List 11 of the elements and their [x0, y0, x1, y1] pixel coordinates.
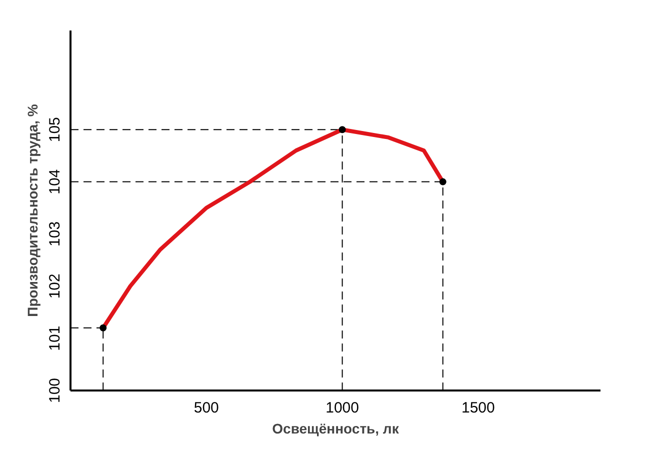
y-tick-label: 100 — [46, 378, 64, 404]
y-tick-label: 101 — [46, 326, 64, 351]
y-tick-label: 103 — [46, 221, 64, 246]
x-tick-label: 1000 — [326, 400, 359, 416]
y-tick-label: 102 — [46, 274, 64, 299]
x-tick-label: 1500 — [462, 400, 495, 416]
x-axis-title: Освещённость, лк — [272, 420, 400, 436]
y-tick-label: 105 — [46, 117, 64, 142]
y-axis-title: Производительность труда, % — [24, 104, 40, 317]
x-tick-label: 500 — [194, 400, 219, 416]
y-tick-label: 104 — [46, 169, 64, 194]
